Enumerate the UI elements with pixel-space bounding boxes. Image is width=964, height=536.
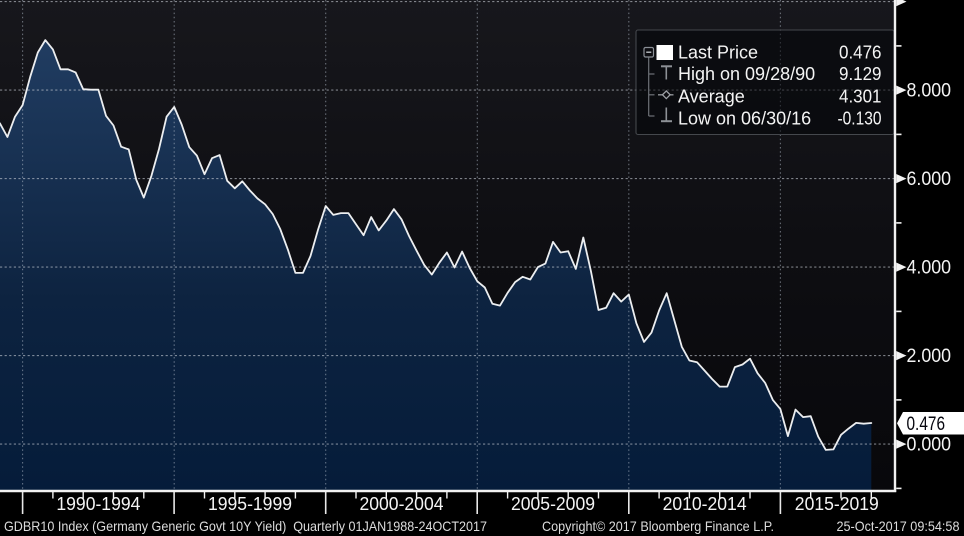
svg-text:4.301: 4.301 [839, 86, 882, 106]
svg-text:8.000: 8.000 [907, 81, 952, 102]
svg-text:Average: Average [678, 86, 745, 106]
svg-text:2015-2019: 2015-2019 [795, 493, 879, 514]
svg-text:2005-2009: 2005-2009 [511, 493, 595, 514]
svg-text:2010-2014: 2010-2014 [663, 493, 747, 514]
svg-text:High on 09/28/90: High on 09/28/90 [678, 64, 815, 84]
svg-text:0.000: 0.000 [907, 435, 952, 456]
svg-text:GDBR10 Index (Germany Generic: GDBR10 Index (Germany Generic Govt 10Y Y… [4, 519, 487, 534]
svg-text:2000-2004: 2000-2004 [360, 493, 444, 514]
svg-text:1990-1994: 1990-1994 [56, 493, 140, 514]
svg-text:Copyright© 2017 Bloomberg Fina: Copyright© 2017 Bloomberg Finance L.P. [542, 519, 774, 534]
svg-text:1995-1999: 1995-1999 [208, 493, 292, 514]
svg-text:Last Price: Last Price [678, 42, 758, 62]
svg-text:9.129: 9.129 [839, 64, 882, 84]
svg-text:0.476: 0.476 [907, 414, 946, 435]
svg-text:2.000: 2.000 [907, 346, 952, 367]
svg-text:0.476: 0.476 [839, 42, 882, 62]
svg-text:4.000: 4.000 [907, 258, 952, 279]
svg-text:6.000: 6.000 [907, 169, 952, 190]
svg-text:Low on 06/30/16: Low on 06/30/16 [678, 108, 811, 128]
svg-text:-0.130: -0.130 [838, 108, 882, 128]
svg-text:25-Oct-2017 09:54:58: 25-Oct-2017 09:54:58 [837, 519, 960, 534]
